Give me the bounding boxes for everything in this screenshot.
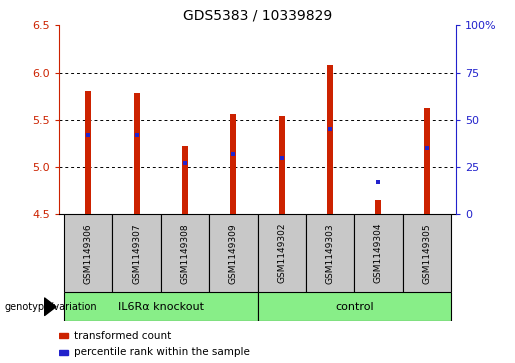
Bar (279, 116, 285, 214)
Bar (161, 214, 209, 292)
Bar (375, 200, 381, 214)
Bar (354, 214, 403, 292)
Text: percentile rank within the sample: percentile rank within the sample (74, 347, 250, 358)
Text: GSM1149303: GSM1149303 (325, 223, 335, 284)
Title: GDS5383 / 10339829: GDS5383 / 10339829 (183, 9, 332, 23)
Bar (424, 107, 430, 214)
Text: GSM1149306: GSM1149306 (84, 223, 93, 284)
Bar (59, 350, 68, 355)
Bar (258, 292, 451, 321)
Text: transformed count: transformed count (74, 331, 171, 341)
Text: genotype/variation: genotype/variation (4, 302, 97, 312)
Bar (112, 214, 161, 292)
Text: GSM1149304: GSM1149304 (374, 223, 383, 284)
Text: IL6Rα knockout: IL6Rα knockout (118, 302, 204, 312)
Bar (59, 333, 68, 338)
Bar (209, 214, 258, 292)
Text: GSM1149309: GSM1149309 (229, 223, 238, 284)
Text: GSM1149308: GSM1149308 (180, 223, 190, 284)
Bar (134, 93, 140, 214)
Text: control: control (335, 302, 373, 312)
Text: GSM1149302: GSM1149302 (277, 223, 286, 284)
Bar (182, 146, 188, 214)
Bar (85, 91, 91, 214)
Bar (403, 214, 451, 292)
Bar (64, 292, 258, 321)
Bar (230, 114, 236, 214)
Text: GSM1149307: GSM1149307 (132, 223, 141, 284)
Bar (64, 214, 112, 292)
Polygon shape (44, 298, 56, 315)
Bar (306, 214, 354, 292)
Bar (327, 65, 333, 214)
Bar (258, 214, 306, 292)
Text: GSM1149305: GSM1149305 (422, 223, 431, 284)
